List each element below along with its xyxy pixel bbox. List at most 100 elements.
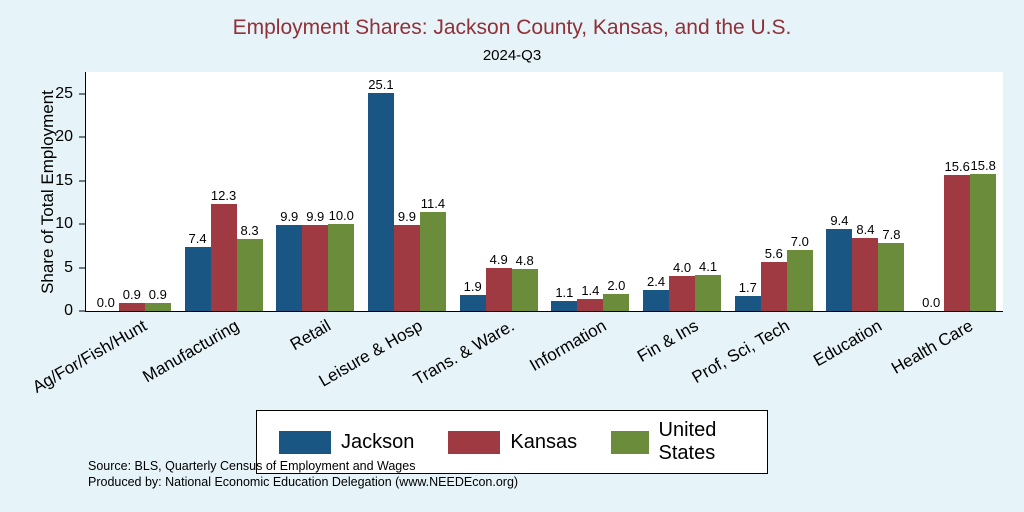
bar-value-label: 0.9 [148, 287, 167, 303]
legend-entries: Jackson Kansas United States [279, 419, 745, 465]
bar-group: 7.4 12.3 8.3 [178, 72, 270, 311]
source-note: Source: BLS, Quarterly Census of Employm… [88, 458, 518, 491]
bar-jackson: 1.9 [459, 279, 486, 311]
y-tick-mark [79, 93, 86, 95]
x-axis-label: Retail [286, 316, 334, 355]
bar-value-label: 1.9 [463, 278, 482, 294]
bar-value-label: 1.1 [555, 285, 574, 301]
chart-title: Employment Shares: Jackson County, Kansa… [232, 16, 792, 39]
bar-value-label: 12.3 [210, 188, 237, 204]
bar-group: 0.0 15.6 15.8 [911, 72, 1003, 311]
x-axis-label: Health Care [888, 316, 977, 378]
bar-jackson: 25.1 [367, 77, 394, 311]
bar-united-states: 7.0 [786, 234, 813, 311]
produced-by-line: Produced by: National Economic Education… [88, 475, 519, 490]
bar-value-label: 0.9 [122, 287, 141, 303]
x-axis-label: Prof, Sci, Tech [688, 316, 793, 388]
legend-swatch [611, 430, 649, 454]
bar-value-label: 4.1 [699, 259, 718, 275]
bar-value-label: 2.4 [647, 274, 666, 290]
bar-kansas: 5.6 [760, 246, 787, 311]
y-tick-label: 15 [55, 171, 73, 189]
y-tick-label: 0 [64, 302, 73, 319]
bar-jackson: 9.4 [826, 213, 853, 311]
bar-value-label: 0.0 [922, 295, 941, 310]
bar-jackson: 9.9 [276, 209, 303, 311]
y-tick-mark [79, 180, 86, 182]
y-tick-label: 25 [55, 84, 73, 102]
legend-swatch [448, 430, 501, 454]
bar-value-label: 11.4 [420, 195, 446, 211]
bar-united-states: 8.3 [236, 223, 263, 311]
legend-label: Jackson [341, 430, 415, 453]
y-tick-label: 10 [55, 215, 73, 233]
bar-group: 25.1 9.9 11.4 [361, 72, 453, 311]
bar-group: 0.0 0.9 0.9 [86, 72, 178, 311]
source-line: Source: BLS, Quarterly Census of Employm… [88, 459, 416, 473]
y-tick-mark [79, 267, 86, 269]
bar-value-label: 8.3 [240, 222, 259, 238]
bar-value-label: 7.0 [790, 234, 809, 250]
legend-label: United States [658, 419, 717, 464]
bar-value-label: 4.0 [673, 260, 692, 276]
bar-value-label: 2.0 [607, 277, 626, 293]
bar-group: 9.4 8.4 7.8 [820, 72, 912, 311]
legend: Jackson Kansas United States [256, 410, 768, 474]
bar-group: 1.1 1.4 2.0 [545, 72, 637, 311]
bar-value-label: 9.4 [830, 213, 849, 229]
bar-kansas: 8.4 [852, 222, 879, 311]
bar-value-label: 4.9 [489, 252, 508, 268]
bar-value-label: 15.8 [970, 157, 996, 173]
bar-groups: 0.0 0.9 0.9 7.4 12.3 8.3 9.9 9.9 10.0 25.1 9.9 11.4… [86, 72, 1003, 311]
x-axis-label: Education [809, 316, 885, 371]
bar-united-states: 11.4 [419, 196, 446, 311]
bar-jackson: 1.7 [734, 280, 761, 311]
bar-value-label: 8.4 [856, 222, 875, 237]
bar-value-label: 15.6 [944, 159, 970, 175]
bar-kansas: 0.9 [118, 287, 145, 311]
legend-label: Kansas [510, 430, 578, 453]
bar-value-label: 9.9 [397, 208, 416, 224]
y-tick-mark [79, 310, 86, 312]
bar-kansas: 15.6 [944, 159, 971, 311]
bar-value-label: 9.9 [306, 208, 325, 224]
bar-kansas: 12.3 [210, 188, 237, 311]
bar-value-label: 1.4 [581, 282, 600, 298]
bar-united-states: 15.8 [970, 158, 997, 311]
x-axis-label: Manufacturing [139, 316, 243, 387]
legend-swatch [279, 430, 331, 454]
y-tick-label: 20 [55, 128, 73, 146]
bar-group: 2.4 4.0 4.1 [636, 72, 728, 311]
bar-kansas: 4.0 [669, 260, 696, 311]
legend-entry: United States [611, 419, 745, 465]
bar-value-label: 9.9 [280, 208, 299, 224]
bar-value-label: 1.7 [738, 280, 757, 296]
bar-jackson: 2.4 [643, 274, 670, 311]
bar-value-label: 4.8 [515, 253, 534, 269]
x-axis-label: Fin & Ins [633, 316, 702, 367]
bar-value-label: 0.0 [96, 295, 115, 310]
chart-subtitle: 2024-Q3 [482, 47, 542, 64]
bar-united-states: 7.8 [878, 227, 905, 311]
bar-value-label: 7.4 [188, 230, 207, 246]
bar-jackson: 1.1 [551, 285, 578, 311]
bar-united-states: 4.8 [511, 253, 538, 311]
bar-group: 1.9 4.9 4.8 [453, 72, 545, 311]
bar-united-states: 4.1 [695, 259, 722, 311]
y-tick-mark [79, 136, 86, 138]
bar-group: 1.7 5.6 7.0 [728, 72, 820, 311]
bar-value-label: 25.1 [368, 76, 394, 92]
bar-jackson: 7.4 [184, 231, 211, 311]
bar-group: 9.9 9.9 10.0 [269, 72, 361, 311]
x-axis-label: Trans. & Ware. [410, 316, 518, 389]
plot-area: 0.0 0.9 0.9 7.4 12.3 8.3 9.9 9.9 10.0 25.1 9.9 11.4… [55, 72, 1003, 319]
x-axis-label: Information [526, 316, 610, 375]
legend-entry: Jackson [279, 430, 415, 454]
bar-value-label: 5.6 [764, 246, 783, 262]
y-tick-label: 5 [64, 258, 73, 276]
legend-entry: Kansas [448, 430, 578, 454]
bar-united-states: 0.9 [144, 287, 171, 311]
bar-kansas: 9.9 [302, 209, 329, 311]
y-axis-title: Share of Total Employment [38, 90, 57, 294]
